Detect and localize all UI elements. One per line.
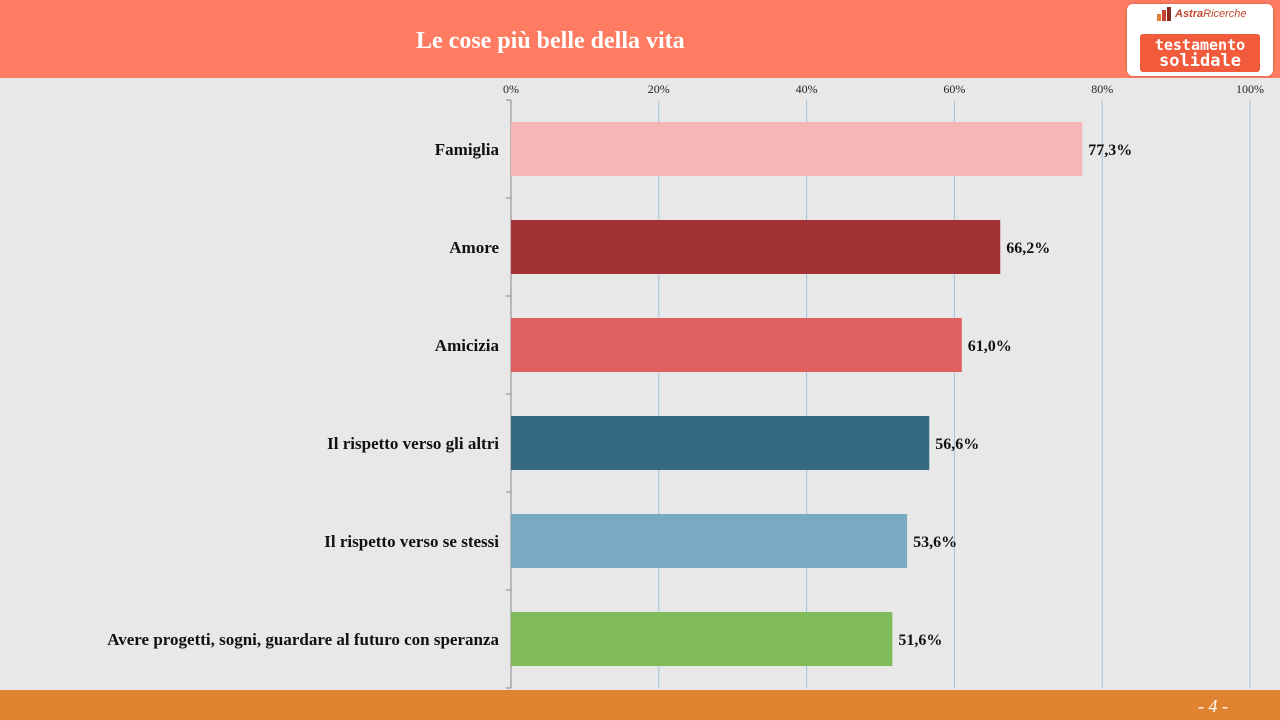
page-number: - 4 - xyxy=(1198,696,1228,716)
data-label: 66,2% xyxy=(1006,240,1050,257)
data-label: 77,3% xyxy=(1088,142,1132,159)
bar xyxy=(511,612,893,666)
category-label: Il rispetto verso gli altri xyxy=(327,434,499,453)
bar xyxy=(511,416,930,470)
category-label: Famiglia xyxy=(435,140,500,159)
footer-bar: - 4 - xyxy=(0,690,1280,720)
x-tick-label: 20% xyxy=(648,82,670,96)
data-label: 53,6% xyxy=(913,534,957,551)
x-tick-label: 80% xyxy=(1091,82,1113,96)
logo-sub: Ricerche xyxy=(1203,8,1247,20)
logo-box: testamento solidale xyxy=(1140,34,1260,72)
bar xyxy=(511,318,962,372)
chart-svg: 0% 20% 40% 60% 80% 100% Famiglia 77,3% Amore 66,2… xyxy=(107,82,1264,689)
header-bar: Le cose più belle della vita AstraRicerc… xyxy=(0,0,1280,78)
logo-brand: Astra xyxy=(1175,8,1204,20)
category-label: Amicizia xyxy=(435,336,500,355)
page-title: Le cose più belle della vita xyxy=(416,28,685,54)
x-tick-label: 100% xyxy=(1236,82,1264,96)
category-label: Amore xyxy=(449,238,499,257)
data-label: 61,0% xyxy=(968,338,1012,355)
category-label: Il rispetto verso se stessi xyxy=(324,532,499,551)
brand-logo: AstraRicerche testamento solidale xyxy=(1127,4,1273,76)
x-tick-label: 0% xyxy=(503,82,519,96)
data-label: 56,6% xyxy=(935,436,979,453)
bar xyxy=(511,220,1001,274)
logo-line2: solidale xyxy=(1159,51,1241,71)
logo-brand-text: AstraRicerche xyxy=(1175,8,1247,20)
data-label: 51,6% xyxy=(898,632,942,649)
bar xyxy=(511,514,908,568)
bar-chart: 0% 20% 40% 60% 80% 100% Famiglia 77,3% Amore 66,2… xyxy=(0,78,1280,690)
logo-line1: testamento xyxy=(1154,36,1246,54)
category-label: Avere progetti, sogni, guardare al futur… xyxy=(107,630,499,649)
x-tick-label: 40% xyxy=(796,82,818,96)
x-tick-label: 60% xyxy=(943,82,965,96)
logo-bars-icon xyxy=(1157,7,1171,21)
bar xyxy=(511,122,1083,176)
